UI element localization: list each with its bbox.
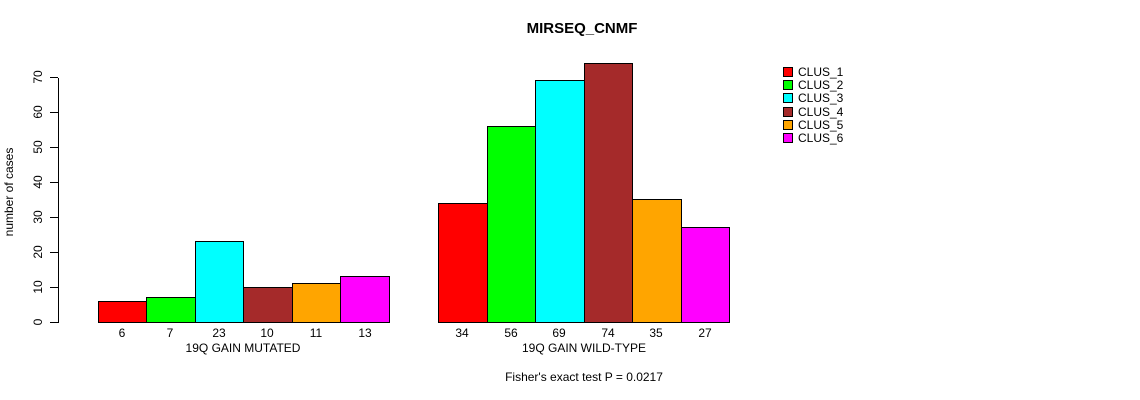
y-tick-label: 70 bbox=[31, 70, 45, 84]
legend-label: CLUS_6 bbox=[798, 131, 844, 145]
legend-swatch bbox=[783, 107, 793, 117]
legend-swatch bbox=[783, 133, 793, 143]
legend-label: CLUS_3 bbox=[798, 91, 844, 105]
bar-value-label: 69 bbox=[552, 326, 566, 340]
legend-swatch bbox=[783, 67, 793, 77]
legend-label: CLUS_1 bbox=[798, 65, 844, 79]
y-axis-line bbox=[58, 78, 59, 323]
bar bbox=[584, 63, 633, 323]
legend-label: CLUS_2 bbox=[798, 78, 844, 92]
y-tick-label: 20 bbox=[31, 245, 45, 259]
y-tick bbox=[50, 287, 58, 288]
y-tick bbox=[50, 77, 58, 78]
bar-value-label: 34 bbox=[455, 326, 469, 340]
y-tick-label: 40 bbox=[31, 175, 45, 189]
bar bbox=[340, 276, 390, 323]
y-tick-label: 30 bbox=[31, 210, 45, 224]
bar-value-label: 56 bbox=[504, 326, 518, 340]
legend-label: CLUS_4 bbox=[798, 105, 844, 119]
legend-swatch bbox=[783, 93, 793, 103]
legend-swatch bbox=[783, 120, 793, 130]
y-tick bbox=[50, 182, 58, 183]
legend-label: CLUS_5 bbox=[798, 118, 844, 132]
y-tick bbox=[50, 112, 58, 113]
bar bbox=[243, 287, 293, 323]
bar bbox=[146, 297, 196, 323]
group-label-mutated: 19Q GAIN MUTATED bbox=[185, 341, 301, 355]
y-tick bbox=[50, 217, 58, 218]
y-tick bbox=[50, 322, 58, 323]
legend-swatch bbox=[783, 80, 793, 90]
bar bbox=[632, 199, 682, 323]
bar-value-label: 7 bbox=[166, 326, 174, 340]
y-tick-label: 60 bbox=[31, 105, 45, 119]
y-axis-label: number of cases bbox=[2, 147, 16, 237]
bar-value-label: 23 bbox=[212, 326, 226, 340]
chart-title: MIRSEQ_CNMF bbox=[526, 20, 638, 37]
bar bbox=[195, 241, 244, 323]
bar-value-label: 10 bbox=[260, 326, 274, 340]
bar bbox=[98, 301, 147, 323]
bar bbox=[487, 126, 536, 323]
y-tick-label: 0 bbox=[31, 318, 45, 326]
y-tick bbox=[50, 252, 58, 253]
bar bbox=[438, 203, 488, 323]
bar-value-label: 11 bbox=[309, 326, 323, 340]
bar-value-label: 6 bbox=[118, 326, 126, 340]
bar-value-label: 27 bbox=[698, 326, 712, 340]
bar-value-label: 13 bbox=[358, 326, 372, 340]
fisher-test-note: Fisher's exact test P = 0.0217 bbox=[505, 370, 663, 384]
bar bbox=[292, 283, 341, 323]
bar-value-label: 35 bbox=[649, 326, 663, 340]
bar bbox=[681, 227, 730, 323]
y-tick bbox=[50, 147, 58, 148]
y-tick-label: 10 bbox=[31, 280, 45, 294]
y-tick-label: 50 bbox=[31, 140, 45, 154]
bar-value-label: 74 bbox=[601, 326, 615, 340]
group-label-wildtype: 19Q GAIN WILD-TYPE bbox=[521, 341, 647, 355]
bar bbox=[535, 80, 585, 323]
